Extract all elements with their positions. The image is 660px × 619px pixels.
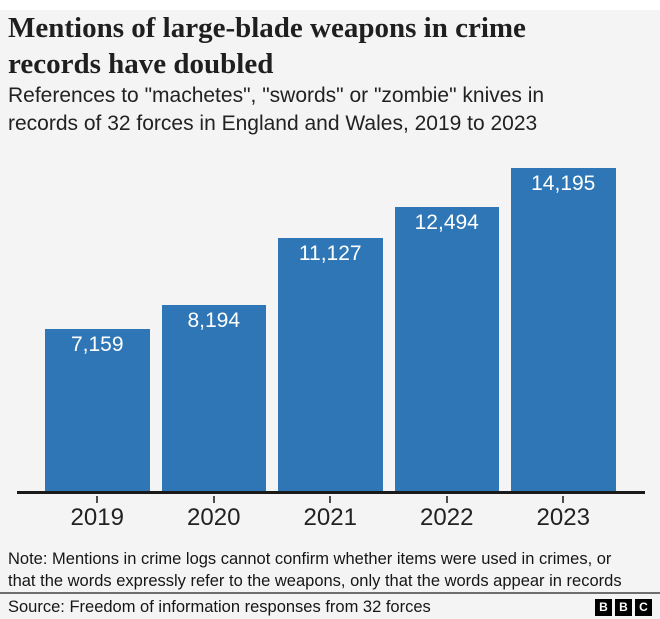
bar-2023: 14,195 <box>511 168 616 493</box>
bar-value-label: 12,494 <box>414 211 479 234</box>
note-line2: that the words expressly refer to the we… <box>8 572 622 590</box>
x-axis-label: 2021 <box>303 504 357 531</box>
source-row: Source: Freedom of information responses… <box>8 597 652 617</box>
bar-value-label: 8,194 <box>187 309 241 332</box>
chart-title: Mentions of large-blade weapons in crime… <box>8 10 628 82</box>
x-axis-line <box>17 490 645 494</box>
chart-subtitle: References to "machetes", "swords" or "z… <box>8 82 628 138</box>
top-strip <box>0 0 660 10</box>
x-axis-tick <box>96 496 99 503</box>
bar-2021: 11,127 <box>278 238 383 493</box>
chart-subtitle-line1: References to "machetes", "swords" or "z… <box>8 84 545 107</box>
x-axis-tick <box>329 496 332 503</box>
bar-value-label: 7,159 <box>70 333 124 356</box>
note-text: Note: Mentions in crime logs cannot conf… <box>8 548 658 592</box>
bar-chart: 7,159 2019 8,194 2020 11,127 2021 12,494 2022 14… <box>0 155 660 547</box>
bbc-logo-letter: B <box>595 598 612 616</box>
chart-subtitle-line2: records of 32 forces in England and Wale… <box>8 112 538 135</box>
bar-value-label: 11,127 <box>298 242 362 265</box>
x-axis-label: 2022 <box>420 504 474 531</box>
chart-title-line2: records have doubled <box>8 48 274 80</box>
bar-value-label: 14,195 <box>531 172 596 195</box>
x-axis-tick <box>562 496 565 503</box>
x-axis-tick <box>445 496 448 503</box>
x-axis-label: 2020 <box>187 504 241 531</box>
chart-title-line1: Mentions of large-blade weapons in crime <box>8 12 526 44</box>
bar-2022: 12,494 <box>394 207 499 493</box>
note-line1: Note: Mentions in crime logs cannot conf… <box>8 550 612 568</box>
bbc-logo: B B C <box>595 598 652 616</box>
x-axis-label: 2023 <box>536 504 590 531</box>
bbc-logo-letter: C <box>635 598 652 616</box>
bar-2019: 7,159 <box>45 329 150 493</box>
x-axis-tick <box>212 496 215 503</box>
bbc-logo-letter: B <box>615 598 632 616</box>
footer-divider <box>0 592 660 594</box>
source-text: Source: Freedom of information responses… <box>8 598 431 616</box>
bar-2020: 8,194 <box>161 305 266 493</box>
x-axis-label: 2019 <box>70 504 124 531</box>
